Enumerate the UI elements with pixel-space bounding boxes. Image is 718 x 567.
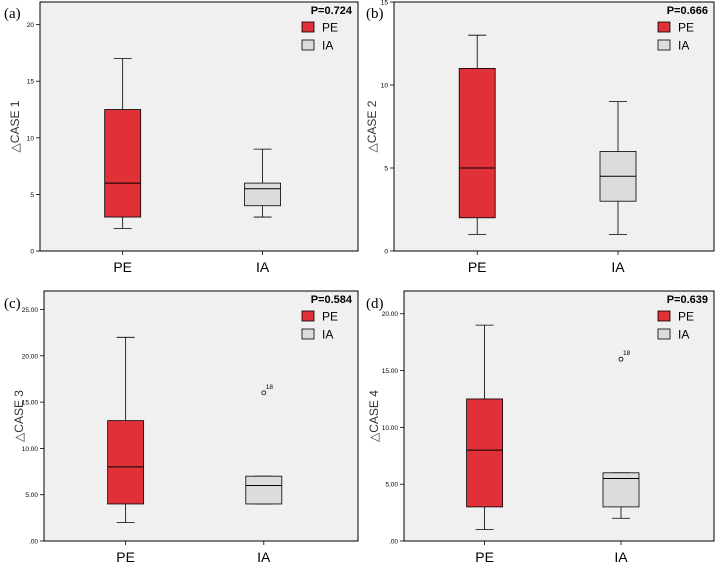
y-tick-label: 15 bbox=[27, 79, 35, 86]
legend-swatch-pe bbox=[657, 310, 671, 322]
x-category-label: IA bbox=[256, 259, 270, 275]
y-tick-label: 5.00 bbox=[25, 492, 38, 499]
panel-a: (a) 0 5 10 15 20 △CASE 1 PE IA P=0.724 PE IA bbox=[4, 1, 359, 275]
y-tick-label: 20.00 bbox=[382, 311, 399, 318]
x-category-label: IA bbox=[611, 259, 625, 275]
y-tick-label: 5 bbox=[384, 166, 388, 173]
legend-label-ia: IA bbox=[322, 39, 333, 53]
p-value: P=0.666 bbox=[667, 5, 708, 17]
y-tick-label: .00 bbox=[29, 539, 38, 546]
y-tick-label: 10.00 bbox=[382, 425, 399, 432]
y-tick-label: 25.00 bbox=[22, 307, 39, 314]
panel-b: (b) 0 5 10 15 △CASE 2 PE IA P=0.666 PE IA bbox=[365, 0, 715, 275]
box-ia bbox=[602, 472, 640, 508]
x-category-label: PE bbox=[475, 549, 494, 565]
legend-label-ia: IA bbox=[678, 39, 689, 53]
box-pe bbox=[107, 420, 145, 505]
y-tick-label: 5.00 bbox=[385, 482, 398, 489]
y-axis-label: △CASE 3 bbox=[12, 390, 26, 442]
legend-swatch-pe bbox=[657, 21, 671, 33]
y-tick-label: 15.00 bbox=[22, 400, 39, 407]
x-category-label: PE bbox=[113, 259, 132, 275]
y-tick-label: 15 bbox=[381, 0, 389, 7]
panel-label: (a) bbox=[4, 6, 21, 22]
outlier-label: 18 bbox=[623, 350, 631, 357]
legend-swatch-pe bbox=[301, 21, 315, 33]
box-pe bbox=[466, 398, 504, 508]
y-tick-label: 20 bbox=[27, 22, 35, 29]
legend-swatch-pe bbox=[301, 310, 315, 322]
x-category-label: PE bbox=[468, 259, 487, 275]
box-pe bbox=[458, 68, 496, 219]
y-tick-label: 0 bbox=[384, 249, 388, 256]
legend-swatch-ia bbox=[657, 328, 671, 340]
legend-label-pe: PE bbox=[678, 310, 694, 324]
panel-d: (d) .00 5.00 10.00 15.00 20.00 △CASE 4 PE IA 18 P=… bbox=[366, 290, 715, 565]
p-value: P=0.639 bbox=[667, 294, 708, 306]
legend-swatch-ia bbox=[657, 39, 671, 51]
outlier-point bbox=[261, 390, 267, 396]
y-tick-label: 15.00 bbox=[382, 368, 399, 375]
y-tick-label: .00 bbox=[389, 539, 398, 546]
legend-swatch-ia bbox=[301, 39, 315, 51]
y-tick-label: 10 bbox=[27, 135, 35, 142]
x-category-label: PE bbox=[116, 549, 135, 565]
legend-label-ia: IA bbox=[322, 328, 333, 342]
box-ia bbox=[244, 182, 282, 207]
y-tick-label: 20.00 bbox=[22, 353, 39, 360]
box-ia bbox=[245, 475, 283, 505]
y-tick-label: 10.00 bbox=[22, 446, 39, 453]
y-tick-label: 10 bbox=[381, 83, 389, 90]
box-pe bbox=[104, 109, 142, 218]
y-tick-label: 0 bbox=[30, 249, 34, 256]
p-value: P=0.724 bbox=[311, 5, 353, 17]
y-axis-label: △CASE 1 bbox=[8, 100, 22, 152]
panel-label: (c) bbox=[4, 296, 21, 312]
panel-label: (b) bbox=[366, 6, 384, 22]
plot-area bbox=[403, 290, 715, 542]
y-tick-label: 5 bbox=[30, 192, 34, 199]
x-category-label: IA bbox=[257, 549, 271, 565]
plot-area bbox=[393, 1, 715, 252]
plot-area bbox=[39, 1, 359, 252]
legend-label-pe: PE bbox=[322, 310, 338, 324]
legend-label-pe: PE bbox=[678, 21, 694, 35]
panel-label: (d) bbox=[366, 296, 384, 312]
y-axis-label: △CASE 4 bbox=[367, 390, 381, 442]
x-category-label: IA bbox=[614, 549, 628, 565]
p-value: P=0.584 bbox=[311, 294, 353, 306]
panel-c: (c) .00 5.00 10.00 15.00 20.00 25.00 △CASE 3 PE I… bbox=[4, 290, 359, 565]
legend-swatch-ia bbox=[301, 328, 315, 340]
outlier-label: 18 bbox=[266, 384, 274, 391]
legend-label-ia: IA bbox=[678, 328, 689, 342]
y-axis-label: △CASE 2 bbox=[365, 100, 379, 152]
legend-label-pe: PE bbox=[322, 21, 338, 35]
outlier-point bbox=[618, 356, 624, 362]
plot-area bbox=[43, 290, 359, 542]
